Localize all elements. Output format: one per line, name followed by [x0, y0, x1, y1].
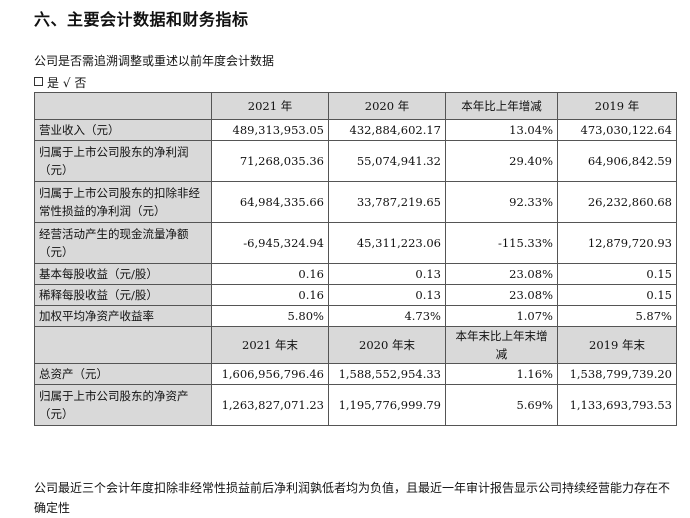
- row-label: 归属于上市公司股东的扣除非经常性损益的净利润（元）: [34, 181, 212, 223]
- restatement-answer: 是 √ 否: [34, 74, 86, 91]
- value-2019: 1,133,693,793.53: [557, 384, 677, 426]
- table-row: 归属于上市公司股东的扣除非经常性损益的净利润（元） 64,984,335.66 …: [34, 181, 677, 223]
- value-change: 13.04%: [445, 119, 558, 141]
- no-label: 否: [74, 76, 87, 90]
- header-cell: 2020 年: [328, 92, 446, 120]
- header-cell: 2019 年末: [557, 326, 677, 364]
- row-label: 归属于上市公司股东的净利润（元）: [34, 140, 212, 182]
- row-label: 总资产（元）: [34, 363, 212, 385]
- table-row: 加权平均净资产收益率 5.80% 4.73% 1.07% 5.87%: [34, 305, 677, 327]
- value-2019: 0.15: [557, 284, 677, 306]
- check-mark-icon: √: [62, 76, 71, 90]
- value-2020: 432,884,602.17: [328, 119, 446, 141]
- value-2020: 4.73%: [328, 305, 446, 327]
- table-row: 归属于上市公司股东的净资产（元） 1,263,827,071.23 1,195,…: [34, 384, 677, 426]
- section-heading: 六、主要会计数据和财务指标: [34, 10, 249, 29]
- value-2019: 5.87%: [557, 305, 677, 327]
- value-2020: 33,787,219.65: [328, 181, 446, 223]
- value-2019: 26,232,860.68: [557, 181, 677, 223]
- header-blank-cell: [34, 92, 212, 120]
- value-change: 92.33%: [445, 181, 558, 223]
- value-2021: 1,263,827,071.23: [211, 384, 329, 426]
- value-2020: 45,311,223.06: [328, 222, 446, 264]
- financial-data-table: 2021 年 2020 年 本年比上年增减 2019 年 营业收入（元） 489…: [34, 92, 677, 426]
- value-2020: 0.13: [328, 284, 446, 306]
- value-2020: 0.13: [328, 263, 446, 285]
- value-change: 1.16%: [445, 363, 558, 385]
- value-2021: 1,606,956,796.46: [211, 363, 329, 385]
- header-cell: 2020 年末: [328, 326, 446, 364]
- value-2020: 1,195,776,999.79: [328, 384, 446, 426]
- value-change: 5.69%: [445, 384, 558, 426]
- value-change: 1.07%: [445, 305, 558, 327]
- value-2021: 0.16: [211, 263, 329, 285]
- table-row: 营业收入（元） 489,313,953.05 432,884,602.17 13…: [34, 119, 677, 141]
- table-row: 基本每股收益（元/股） 0.16 0.13 23.08% 0.15: [34, 263, 677, 285]
- value-2021: -6,945,324.94: [211, 222, 329, 264]
- value-change: 23.08%: [445, 284, 558, 306]
- value-2019: 473,030,122.64: [557, 119, 677, 141]
- table-header-row: 2021 年末 2020 年末 本年末比上年末增减 2019 年末: [34, 326, 677, 364]
- row-label: 稀释每股收益（元/股）: [34, 284, 212, 306]
- table-header-row: 2021 年 2020 年 本年比上年增减 2019 年: [34, 92, 677, 120]
- row-label: 营业收入（元）: [34, 119, 212, 141]
- value-2019: 1,538,799,739.20: [557, 363, 677, 385]
- value-change: -115.33%: [445, 222, 558, 264]
- value-2021: 71,268,035.36: [211, 140, 329, 182]
- header-cell: 2021 年: [211, 92, 329, 120]
- row-label: 基本每股收益（元/股）: [34, 263, 212, 285]
- value-2019: 0.15: [557, 263, 677, 285]
- header-cell: 2021 年末: [211, 326, 329, 364]
- checkbox-icon: [34, 77, 43, 86]
- value-change: 29.40%: [445, 140, 558, 182]
- value-change: 23.08%: [445, 263, 558, 285]
- value-2019: 64,906,842.59: [557, 140, 677, 182]
- restatement-question: 公司是否需追溯调整或重述以前年度会计数据: [34, 54, 275, 68]
- value-2019: 12,879,720.93: [557, 222, 677, 264]
- table-row: 经营活动产生的现金流量净额（元） -6,945,324.94 45,311,22…: [34, 222, 677, 264]
- value-2021: 5.80%: [211, 305, 329, 327]
- value-2021: 64,984,335.66: [211, 181, 329, 223]
- table-row: 归属于上市公司股东的净利润（元） 71,268,035.36 55,074,94…: [34, 140, 677, 182]
- value-2021: 489,313,953.05: [211, 119, 329, 141]
- header-blank-cell: [34, 326, 212, 364]
- value-2020: 55,074,941.32: [328, 140, 446, 182]
- row-label: 经营活动产生的现金流量净额（元）: [34, 222, 212, 264]
- table-row: 稀释每股收益（元/股） 0.16 0.13 23.08% 0.15: [34, 284, 677, 306]
- value-2020: 1,588,552,954.33: [328, 363, 446, 385]
- header-cell: 本年末比上年末增减: [445, 326, 558, 364]
- header-cell: 2019 年: [557, 92, 677, 120]
- header-cell: 本年比上年增减: [445, 92, 558, 120]
- row-label: 归属于上市公司股东的净资产（元）: [34, 384, 212, 426]
- footer-note: 公司最近三个会计年度扣除非经常性损益前后净利润孰低者均为负值，且最近一年审计报告…: [34, 481, 671, 515]
- table-row: 总资产（元） 1,606,956,796.46 1,588,552,954.33…: [34, 363, 677, 385]
- yes-label: 是: [47, 76, 60, 90]
- row-label: 加权平均净资产收益率: [34, 305, 212, 327]
- value-2021: 0.16: [211, 284, 329, 306]
